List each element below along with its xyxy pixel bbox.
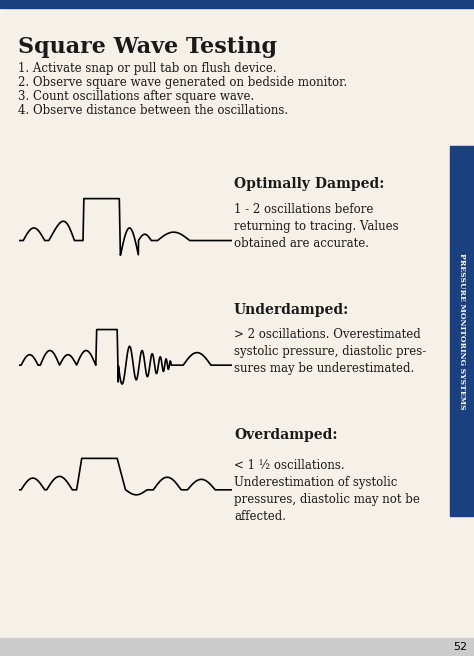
Text: 2. Observe square wave generated on bedside monitor.: 2. Observe square wave generated on beds… xyxy=(18,76,347,89)
Text: Overdamped:: Overdamped: xyxy=(234,428,337,441)
Bar xyxy=(450,146,474,516)
Text: 4. Observe distance between the oscillations.: 4. Observe distance between the oscillat… xyxy=(18,104,288,117)
Text: Optimally Damped:: Optimally Damped: xyxy=(234,177,384,191)
Text: < 1 ½ oscillations.
Underestimation of systolic
pressures, diastolic may not be
: < 1 ½ oscillations. Underestimation of s… xyxy=(234,459,420,523)
Text: Underdamped:: Underdamped: xyxy=(234,303,349,317)
Bar xyxy=(0,638,474,656)
Text: 1. Activate snap or pull tab on flush device.: 1. Activate snap or pull tab on flush de… xyxy=(18,62,276,75)
Text: 52: 52 xyxy=(453,642,467,652)
Text: PRESSURE MONITORING SYSTEMS: PRESSURE MONITORING SYSTEMS xyxy=(458,253,466,409)
Text: > 2 oscillations. Overestimated
systolic pressure, diastolic pres-
sures may be : > 2 oscillations. Overestimated systolic… xyxy=(234,328,426,375)
Bar xyxy=(0,0,474,8)
Text: Square Wave Testing: Square Wave Testing xyxy=(18,36,277,58)
Text: 1 - 2 oscillations before
returning to tracing. Values
obtained are accurate.: 1 - 2 oscillations before returning to t… xyxy=(234,203,399,251)
Text: 3. Count oscillations after square wave.: 3. Count oscillations after square wave. xyxy=(18,90,254,103)
